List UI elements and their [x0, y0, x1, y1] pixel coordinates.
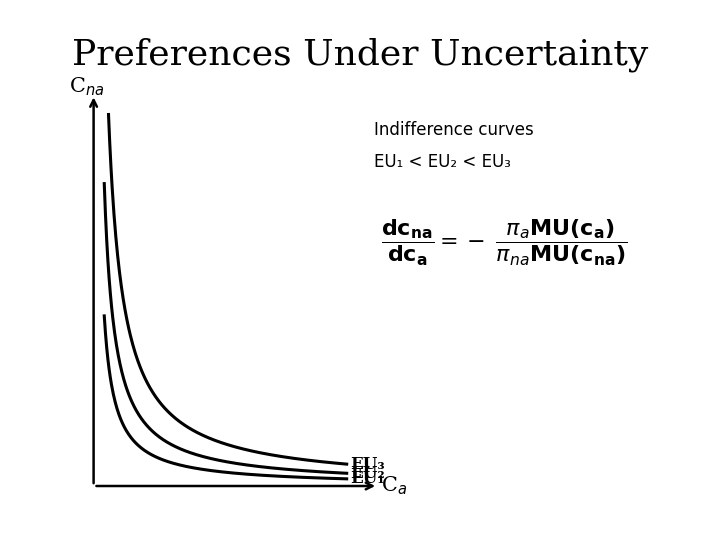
- Text: EU₁: EU₁: [350, 470, 385, 487]
- Text: EU₁ < EU₂ < EU₃: EU₁ < EU₂ < EU₃: [374, 153, 511, 171]
- Text: EU₂: EU₂: [350, 465, 385, 482]
- Text: C$_{na}$: C$_{na}$: [68, 75, 104, 98]
- Text: EU₃: EU₃: [350, 456, 385, 472]
- Text: C$_a$: C$_a$: [382, 475, 408, 497]
- Text: Preferences Under Uncertainty: Preferences Under Uncertainty: [72, 38, 648, 72]
- Text: Indifference curves: Indifference curves: [374, 120, 534, 139]
- Text: $\dfrac{\mathbf{dc_{na}}}{\mathbf{dc_a}} = -\; \dfrac{\mathit{\pi}_a\mathbf{MU(c: $\dfrac{\mathbf{dc_{na}}}{\mathbf{dc_a}}…: [381, 218, 627, 268]
